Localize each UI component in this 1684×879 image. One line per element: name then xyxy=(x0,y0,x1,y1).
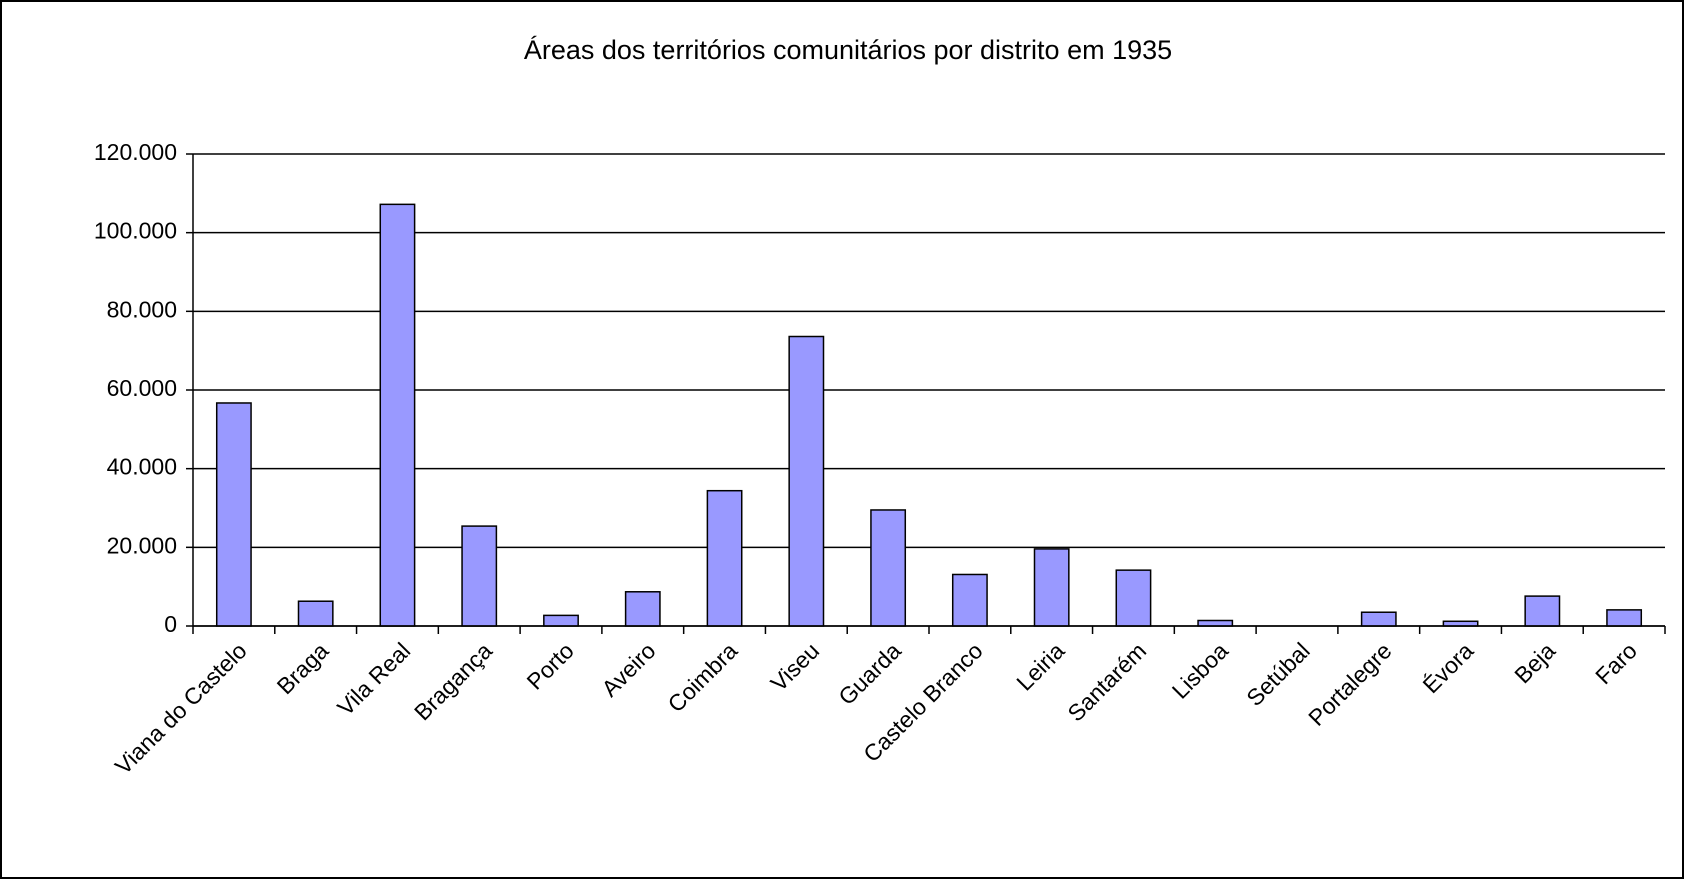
bar xyxy=(543,614,579,627)
bar xyxy=(870,509,907,627)
y-tick-label: 20.000 xyxy=(107,532,177,558)
bar xyxy=(706,489,743,627)
bar xyxy=(1524,595,1561,627)
y-tick-label: 40.000 xyxy=(107,454,177,480)
bar xyxy=(951,573,988,627)
bar xyxy=(1197,619,1234,627)
y-tick-label: 120.000 xyxy=(94,139,177,165)
bar xyxy=(1033,548,1070,627)
bar xyxy=(1606,609,1643,627)
bar xyxy=(788,335,825,627)
bar xyxy=(297,600,334,627)
y-tick-label: 60.000 xyxy=(107,375,177,401)
y-tick-label: 100.000 xyxy=(94,218,177,244)
bar xyxy=(1115,569,1152,627)
bar xyxy=(379,203,416,627)
y-tick-label: 0 xyxy=(164,611,177,637)
bar xyxy=(461,525,498,627)
bar xyxy=(1360,611,1397,627)
y-tick-label: 80.000 xyxy=(107,296,177,322)
bar xyxy=(624,591,661,627)
chart-title: Áreas dos territórios comunitários por d… xyxy=(524,35,1172,65)
bar xyxy=(215,402,252,627)
